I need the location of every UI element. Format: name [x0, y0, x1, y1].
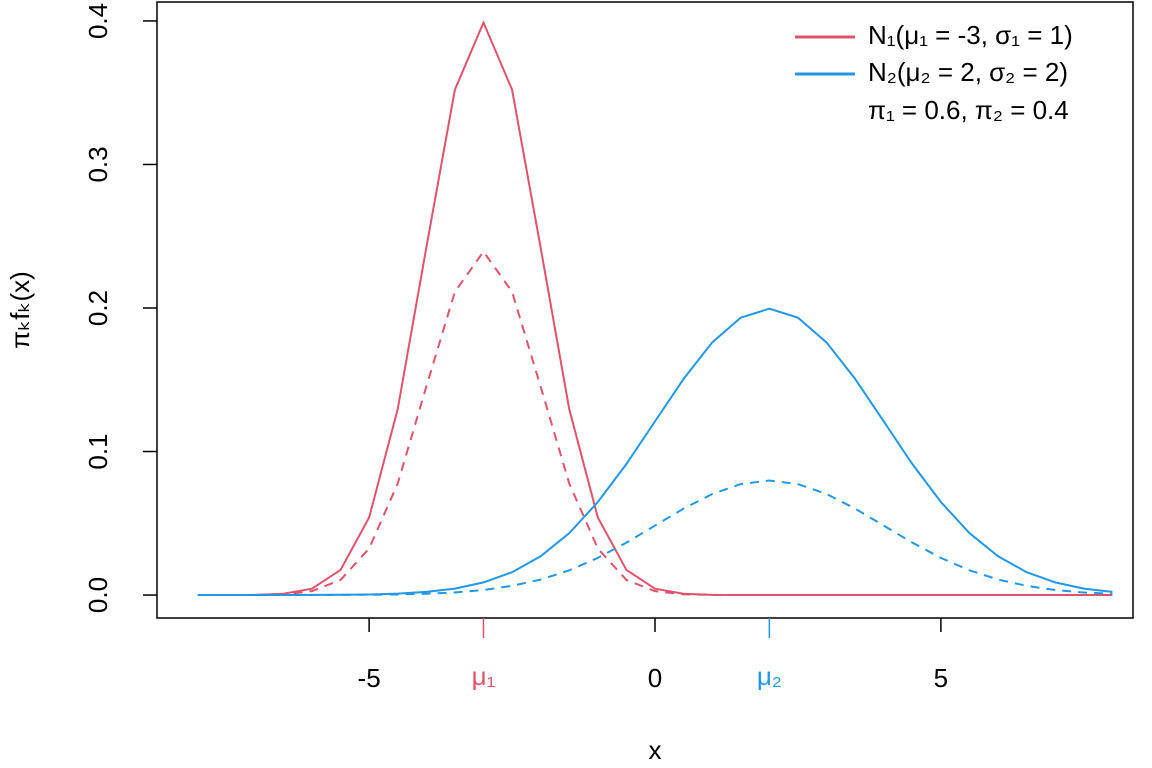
y-tick-label: 0.1 — [83, 433, 113, 469]
marker-label: μ₁ — [472, 661, 496, 691]
y-tick-label: 0.0 — [83, 577, 113, 613]
legend-label: N₁(μ₁ = -3, σ₁ = 1) — [868, 20, 1073, 50]
marker-label: μ₂ — [757, 661, 782, 691]
y-axis-label: πₖfₖ(x) — [5, 271, 35, 349]
x-axis-label: x — [649, 735, 662, 765]
legend-label: N₂(μ₂ = 2, σ₂ = 2) — [868, 57, 1068, 87]
x-tick-label: 5 — [934, 663, 948, 693]
series-line — [197, 479, 1113, 597]
y-tick-label: 0.2 — [83, 290, 113, 326]
y-tick-label: 0.3 — [83, 146, 113, 182]
x-tick-label: -5 — [358, 663, 381, 693]
y-tick-label: 0.4 — [83, 3, 113, 39]
legend-note: π₁ = 0.6, π₂ = 0.4 — [868, 95, 1069, 125]
series-line — [197, 249, 1113, 597]
x-tick-label: 0 — [648, 663, 662, 693]
series-line — [197, 307, 1113, 597]
plot-box — [156, 1, 1134, 619]
